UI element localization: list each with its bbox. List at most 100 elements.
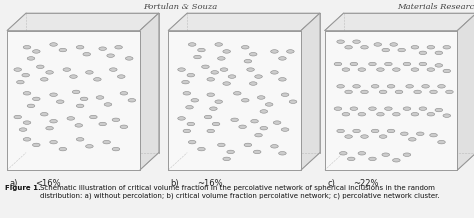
Polygon shape	[168, 31, 301, 170]
Circle shape	[112, 118, 120, 122]
Circle shape	[191, 99, 199, 102]
Circle shape	[234, 92, 241, 95]
Circle shape	[443, 114, 451, 117]
Circle shape	[384, 107, 392, 110]
Circle shape	[23, 138, 31, 141]
Circle shape	[104, 103, 112, 106]
Circle shape	[241, 46, 249, 49]
Circle shape	[350, 107, 358, 110]
Circle shape	[342, 68, 350, 71]
Text: a): a)	[9, 179, 18, 188]
Polygon shape	[7, 13, 159, 31]
Circle shape	[435, 51, 443, 54]
Circle shape	[345, 135, 352, 138]
Circle shape	[46, 126, 54, 130]
Circle shape	[403, 107, 411, 110]
Circle shape	[17, 80, 24, 84]
Circle shape	[27, 104, 35, 108]
Circle shape	[126, 57, 133, 60]
Circle shape	[289, 100, 297, 103]
Circle shape	[239, 125, 246, 129]
Circle shape	[358, 68, 365, 71]
Circle shape	[19, 128, 27, 131]
Polygon shape	[168, 13, 320, 31]
Circle shape	[198, 147, 205, 151]
Circle shape	[204, 115, 212, 119]
Circle shape	[228, 75, 236, 78]
Text: b): b)	[171, 179, 179, 188]
Circle shape	[427, 112, 435, 116]
Circle shape	[334, 107, 342, 110]
Circle shape	[194, 55, 201, 59]
Circle shape	[254, 150, 261, 154]
Circle shape	[46, 71, 54, 74]
Circle shape	[369, 157, 376, 161]
Circle shape	[419, 51, 427, 54]
Circle shape	[22, 73, 29, 77]
Circle shape	[67, 117, 74, 120]
Circle shape	[23, 46, 31, 49]
Polygon shape	[301, 13, 320, 170]
Circle shape	[392, 68, 400, 71]
Circle shape	[227, 150, 235, 154]
Circle shape	[361, 135, 368, 138]
Circle shape	[403, 153, 411, 157]
Circle shape	[347, 157, 355, 161]
Circle shape	[337, 85, 345, 88]
Text: Materials Research: Materials Research	[397, 3, 474, 11]
Circle shape	[103, 140, 110, 144]
Circle shape	[387, 85, 395, 88]
Circle shape	[59, 48, 67, 52]
Circle shape	[255, 133, 262, 137]
Circle shape	[107, 54, 114, 57]
Circle shape	[369, 107, 376, 110]
Circle shape	[257, 96, 265, 99]
Circle shape	[422, 85, 429, 88]
Circle shape	[411, 46, 419, 49]
Circle shape	[353, 85, 360, 88]
Text: ~16%: ~16%	[197, 179, 222, 188]
Circle shape	[231, 118, 238, 122]
Circle shape	[411, 112, 419, 116]
Circle shape	[265, 103, 273, 106]
Circle shape	[99, 47, 107, 50]
Circle shape	[403, 62, 411, 66]
Circle shape	[353, 129, 360, 133]
Circle shape	[33, 143, 40, 147]
Circle shape	[223, 82, 230, 85]
Circle shape	[337, 40, 345, 43]
Circle shape	[382, 48, 390, 52]
Circle shape	[427, 46, 435, 49]
Circle shape	[384, 62, 392, 66]
Circle shape	[358, 112, 365, 116]
Circle shape	[260, 126, 268, 130]
Circle shape	[76, 46, 84, 49]
Circle shape	[419, 62, 427, 66]
Circle shape	[50, 119, 57, 123]
Circle shape	[99, 122, 107, 126]
Circle shape	[430, 133, 438, 137]
Circle shape	[446, 90, 453, 94]
Circle shape	[443, 46, 451, 49]
Circle shape	[80, 97, 88, 101]
Circle shape	[430, 90, 438, 94]
Circle shape	[27, 57, 35, 60]
Circle shape	[14, 68, 21, 71]
Circle shape	[93, 78, 101, 81]
Circle shape	[398, 48, 405, 52]
Circle shape	[443, 69, 451, 73]
Circle shape	[342, 112, 350, 116]
Circle shape	[379, 135, 387, 138]
Circle shape	[411, 68, 419, 71]
Circle shape	[56, 100, 64, 103]
Circle shape	[218, 57, 225, 60]
Circle shape	[59, 147, 67, 151]
Circle shape	[76, 104, 84, 108]
Text: ~22%: ~22%	[353, 179, 379, 188]
Circle shape	[377, 68, 384, 71]
Circle shape	[120, 125, 128, 129]
Circle shape	[90, 115, 97, 119]
Text: <16%: <16%	[36, 179, 61, 188]
Circle shape	[187, 73, 195, 77]
Polygon shape	[325, 13, 474, 31]
